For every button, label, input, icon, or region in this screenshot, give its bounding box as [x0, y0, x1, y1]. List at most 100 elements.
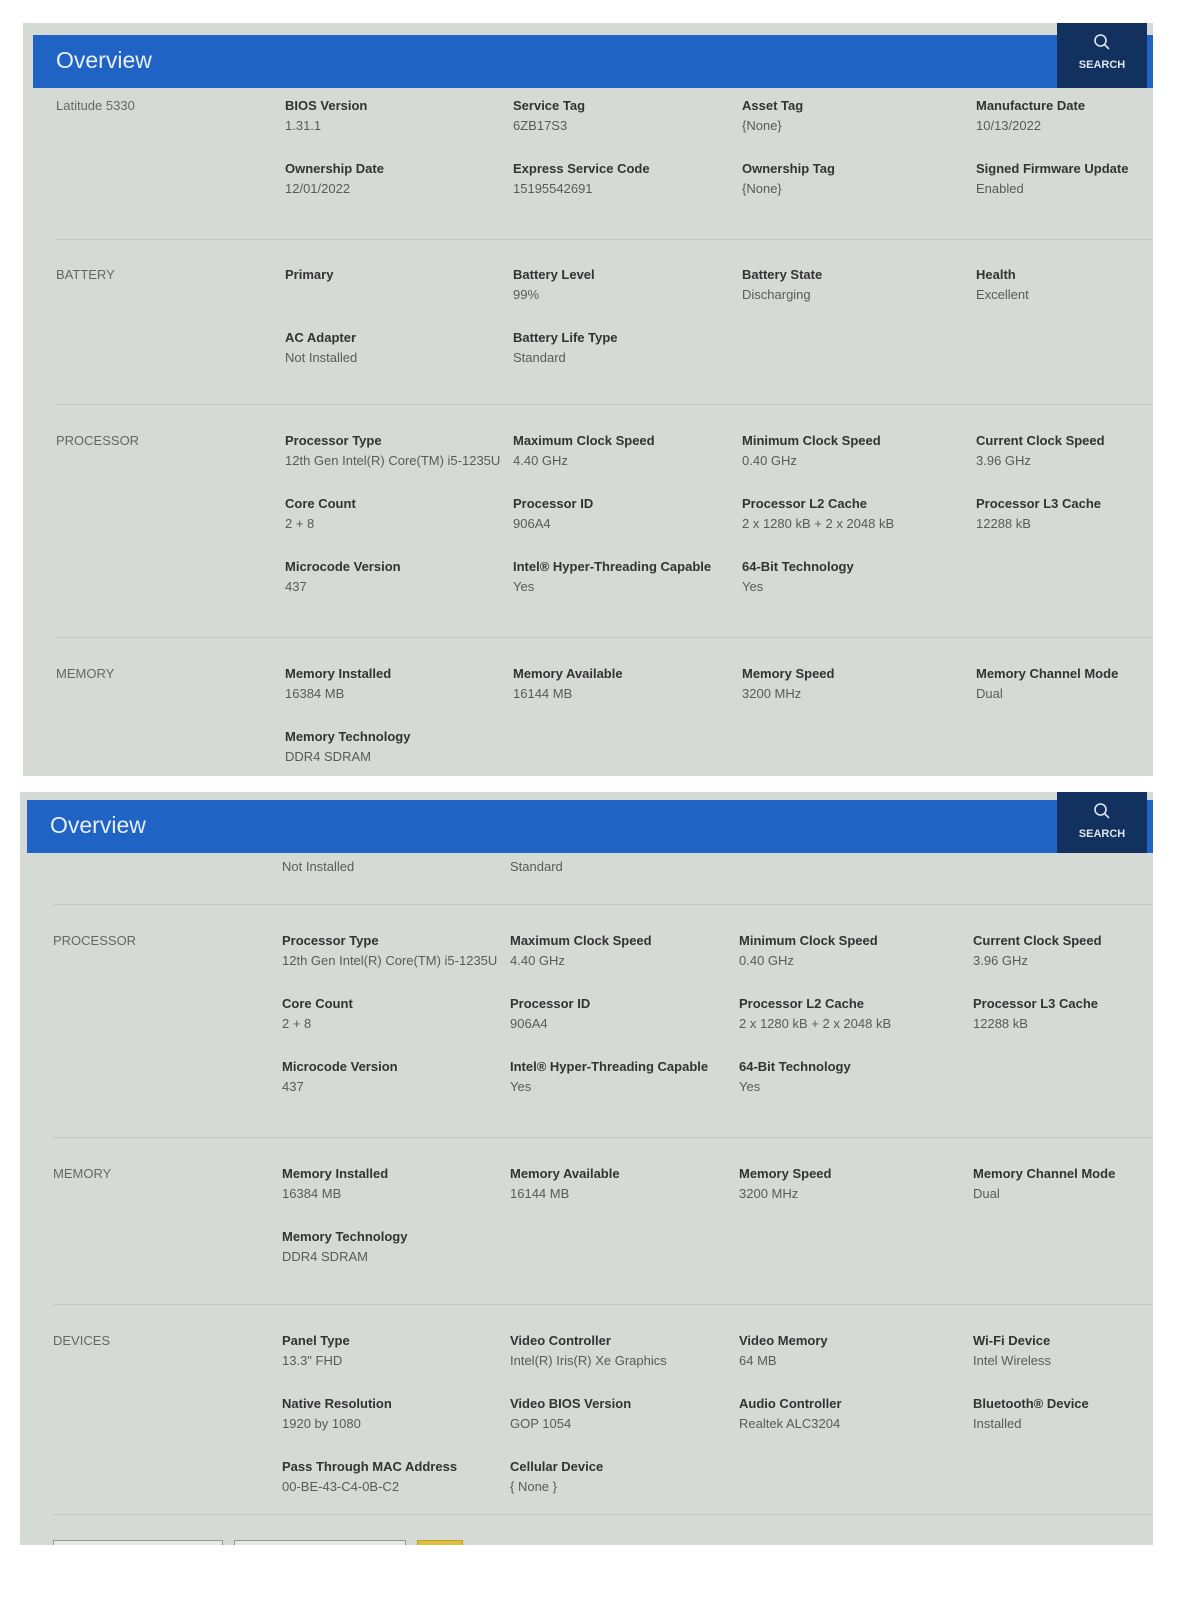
info-item: BIOS Version 1.31.1 [285, 98, 513, 161]
info-item: Current Clock Speed 3.96 GHz [973, 933, 1153, 996]
info-label: Processor Type [285, 433, 382, 448]
info-value: Dual [973, 1186, 1000, 1201]
info-label: Battery Life Type [513, 330, 618, 345]
info-value: Enabled [976, 181, 1024, 196]
info-item: Ownership Tag {None} [742, 161, 976, 224]
info-item: Memory Installed 16384 MB [285, 666, 513, 729]
info-label: Processor L2 Cache [742, 496, 868, 511]
info-label: Processor L2 Cache [739, 996, 865, 1011]
info-item: Wi-Fi Device Intel Wireless [973, 1333, 1153, 1396]
info-label: Current Clock Speed [976, 433, 1105, 448]
info-label: Memory Technology [282, 1229, 408, 1244]
info-value: {None} [742, 118, 782, 133]
info-item: Asset Tag {None} [742, 98, 976, 161]
info-label: Processor ID [510, 996, 591, 1011]
info-item: Panel Type 13.3" FHD [282, 1333, 510, 1396]
info-value: 64 MB [739, 1353, 777, 1368]
info-body: Latitude 5330 BIOS Version 1.31.1 Service T… [23, 88, 1153, 776]
info-item: Cellular Device { None } [510, 1459, 739, 1522]
info-value: 12288 kB [976, 516, 1031, 531]
info-item: Processor Type 12th Gen Intel(R) Core(TM)… [285, 433, 513, 496]
info-value: 13.3" FHD [282, 1353, 343, 1368]
info-item: Memory Available 16144 MB [510, 1166, 739, 1229]
info-item: Processor Type 12th Gen Intel(R) Core(TM)… [282, 933, 510, 996]
info-label: Wi-Fi Device [973, 1333, 1051, 1348]
info-value: Intel(R) Iris(R) Xe Graphics [510, 1353, 667, 1368]
info-value: 99% [513, 287, 540, 302]
info-label: Memory Available [513, 666, 623, 681]
info-item: Bluetooth® Device Installed [973, 1396, 1153, 1459]
header-bar: Overview SEARCH [33, 23, 1153, 88]
info-value: 10/13/2022 [976, 118, 1042, 133]
info-label: Memory Channel Mode [973, 1166, 1116, 1181]
info-item: Intel® Hyper-Threading Capable Yes [510, 1059, 739, 1122]
search-button[interactable]: SEARCH [1057, 23, 1147, 88]
info-item: Current Clock Speed 3.96 GHz [976, 433, 1153, 496]
info-value: 2 x 1280 kB + 2 x 2048 kB [742, 516, 895, 531]
info-label: Microcode Version [285, 559, 401, 574]
info-label: Video Controller [510, 1333, 611, 1348]
search-button[interactable]: SEARCH [1057, 792, 1147, 853]
info-value: GOP 1054 [510, 1416, 572, 1431]
section-label: MEMORY [56, 666, 115, 681]
info-label: BIOS Version [285, 98, 368, 113]
section-latitude-5330: Latitude 5330 BIOS Version 1.31.1 Service T… [56, 88, 1153, 240]
info-value: 2 + 8 [282, 1016, 312, 1031]
info-value: 0.40 GHz [739, 953, 794, 968]
info-item: Memory Channel Mode Dual [973, 1166, 1153, 1229]
info-item: Express Service Code 15195542691 [513, 161, 742, 224]
info-value: 4.40 GHz [513, 453, 568, 468]
info-value: 2 + 8 [285, 516, 315, 531]
info-value: 437 [282, 1079, 304, 1094]
info-label: Maximum Clock Speed [510, 933, 652, 948]
info-label: Asset Tag [742, 98, 804, 113]
info-label: Native Resolution [282, 1396, 392, 1411]
info-item: Core Count 2 + 8 [282, 996, 510, 1059]
info-value: 15195542691 [513, 181, 593, 196]
info-label: Microcode Version [282, 1059, 398, 1074]
header-bar: Overview SEARCH [27, 792, 1153, 853]
info-item: Audio Controller Realtek ALC3204 [739, 1396, 973, 1459]
info-value: DDR4 SDRAM [285, 749, 371, 764]
info-value: 16144 MB [513, 686, 573, 701]
info-label: Battery Level [513, 267, 595, 282]
info-label: Memory Installed [282, 1166, 389, 1181]
info-label: Maximum Clock Speed [513, 433, 655, 448]
info-value: 12288 kB [973, 1016, 1028, 1031]
info-value: 3200 MHz [742, 686, 802, 701]
info-label: Processor L3 Cache [973, 996, 1099, 1011]
footer-button[interactable] [417, 1540, 463, 1545]
info-item: 64-Bit Technology Yes [739, 1059, 973, 1122]
footer-button[interactable] [234, 1540, 406, 1545]
info-label: Core Count [285, 496, 356, 511]
info-item: Memory Speed 3200 MHz [742, 666, 976, 729]
info-label: Current Clock Speed [973, 933, 1102, 948]
info-label: Manufacture Date [976, 98, 1086, 113]
info-label: Memory Speed [742, 666, 835, 681]
info-label: Memory Available [510, 1166, 620, 1181]
info-value: 12/01/2022 [285, 181, 351, 196]
info-label: Service Tag [513, 98, 586, 113]
info-label: Ownership Date [285, 161, 384, 176]
info-label: Memory Speed [739, 1166, 832, 1181]
info-value: Not Installed [282, 859, 355, 874]
info-item: Processor ID 906A4 [510, 996, 739, 1059]
section-label: DEVICES [53, 1333, 111, 1348]
info-item: Memory Installed 16384 MB [282, 1166, 510, 1229]
info-label: AC Adapter [285, 330, 357, 345]
info-value: Yes [510, 1079, 532, 1094]
info-value: DDR4 SDRAM [282, 1249, 368, 1264]
info-item: Maximum Clock Speed 4.40 GHz [510, 933, 739, 996]
info-value: 0.40 GHz [742, 453, 797, 468]
footer-button[interactable] [53, 1540, 223, 1545]
info-value: Realtek ALC3204 [739, 1416, 841, 1431]
section-ac-adapter-tail: Not Installed Standard [53, 853, 1153, 905]
info-item: Ownership Date 12/01/2022 [285, 161, 513, 224]
section-grid: BIOS Version 1.31.1 Service Tag 6ZB17S3 Asse… [285, 98, 1153, 224]
info-label: Ownership Tag [742, 161, 835, 176]
info-item: Core Count 2 + 8 [285, 496, 513, 559]
info-item: Intel® Hyper-Threading Capable Yes [513, 559, 742, 622]
info-item: Primary [285, 267, 513, 330]
info-item: Memory Channel Mode Dual [976, 666, 1153, 729]
info-value: Standard [510, 859, 563, 874]
